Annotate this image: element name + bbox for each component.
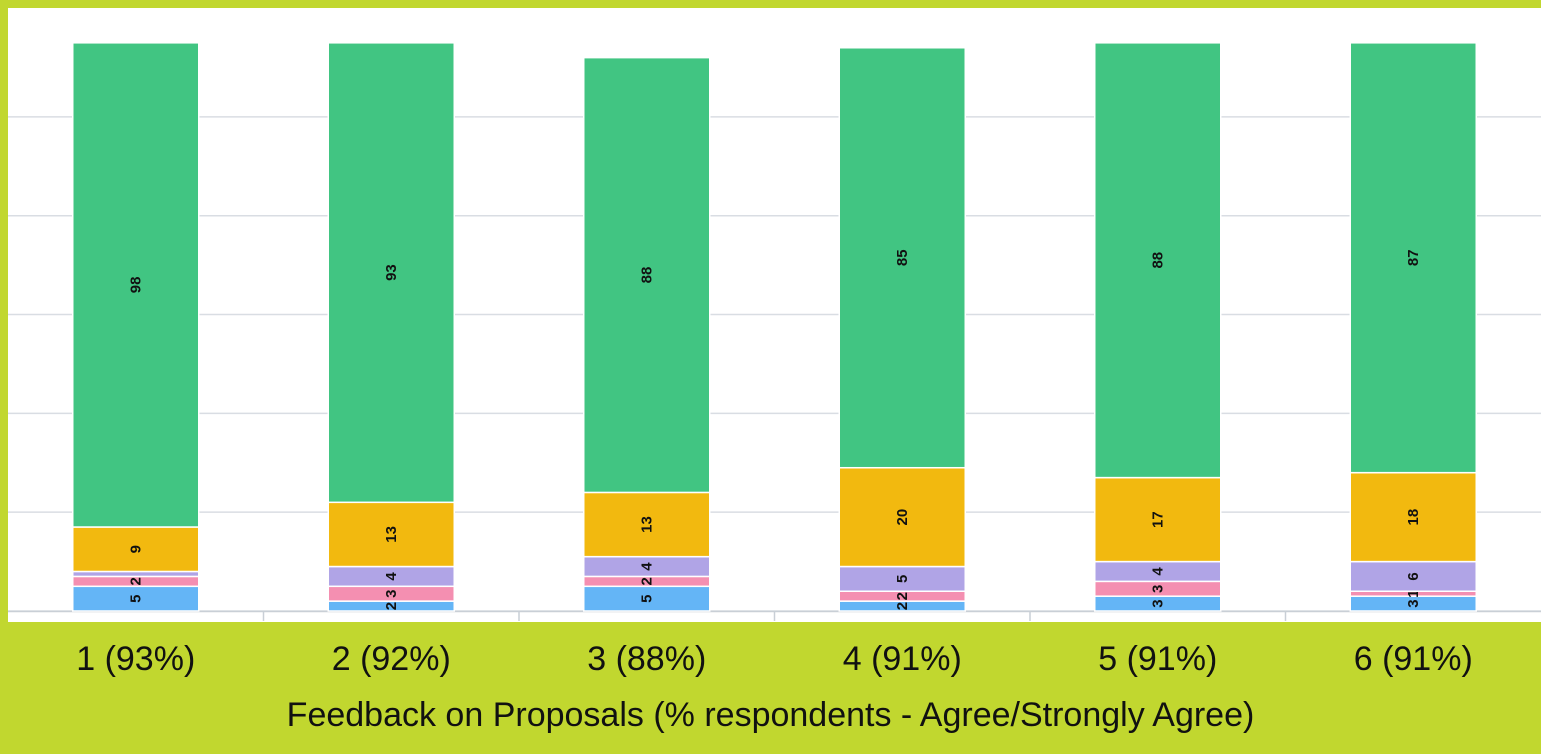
bar-segment	[72, 526, 200, 573]
data-label: 20	[894, 509, 911, 526]
data-label: 2	[894, 592, 911, 600]
data-label: 2	[638, 577, 655, 585]
bar-segment	[327, 42, 455, 504]
x-tick-label: 2 (92%)	[331, 640, 451, 678]
bar-segment	[583, 491, 711, 558]
data-label: 85	[894, 249, 911, 266]
data-label: 3	[1149, 599, 1166, 607]
data-label: 93	[383, 264, 400, 281]
data-label: 3	[383, 590, 400, 598]
data-label: 3	[1405, 599, 1422, 607]
data-label: 88	[638, 267, 655, 284]
x-tick-label: 1 (93%)	[76, 640, 196, 678]
data-label: 4	[1149, 567, 1166, 576]
bar-segment	[838, 466, 966, 568]
bar-segment	[583, 585, 711, 612]
x-tick-label: 6 (91%)	[1353, 640, 1473, 678]
plot-area: 5 2 9 98 2 3 4 13 93 5 2 4 13 88 2 2 5 20 85 3 3 4 17 88 3 1 6 18 87	[8, 8, 1541, 622]
x-axis-title: Feedback on Proposals (% respondents - A…	[286, 696, 1255, 734]
bar-segment	[838, 47, 966, 469]
x-tick-label: 3 (88%)	[587, 640, 707, 678]
data-label: 18	[1405, 509, 1422, 526]
bar-segment	[838, 565, 966, 592]
data-label: 4	[638, 562, 655, 571]
data-label: 1	[1405, 590, 1422, 598]
bar-segment	[1094, 42, 1222, 479]
data-label: 88	[1149, 252, 1166, 269]
x-tick-label: 5 (91%)	[1098, 640, 1218, 678]
bar-segment	[327, 501, 455, 568]
bar-segment	[583, 56, 711, 494]
data-label: 98	[127, 277, 144, 294]
data-label: 13	[638, 516, 655, 533]
data-label: 13	[383, 526, 400, 543]
data-label: 9	[127, 545, 144, 553]
x-axis-tick-labels: 1 (93%) 2 (92%) 3 (88%) 4 (91%) 5 (91%) …	[0, 640, 1541, 690]
bar-segment	[72, 42, 200, 528]
bar-segment	[72, 585, 200, 612]
gridlines	[8, 116, 1541, 612]
bar-segment	[1349, 560, 1477, 592]
x-tick-label: 4 (91%)	[842, 640, 962, 678]
data-label: 6	[1405, 572, 1422, 580]
data-label: 4	[383, 572, 400, 581]
data-label: 2	[894, 602, 911, 610]
bar-segment	[1094, 476, 1222, 563]
data-label: 3	[1149, 585, 1166, 593]
data-label: 5	[127, 594, 144, 602]
data-label: 5	[894, 575, 911, 583]
data-label: 5	[638, 594, 655, 602]
data-label: 17	[1149, 511, 1166, 528]
data-label: 2	[383, 602, 400, 610]
data-label: 2	[127, 577, 144, 585]
data-label: 87	[1405, 249, 1422, 266]
bar-segment	[1349, 42, 1477, 474]
